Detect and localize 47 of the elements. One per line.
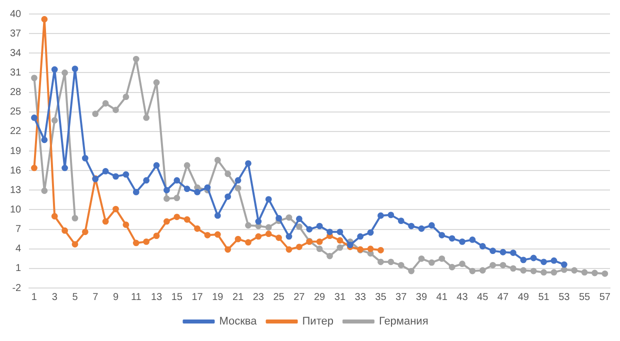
x-tick-label: 39 <box>416 292 428 303</box>
x-tick-label: 33 <box>354 292 366 303</box>
x-tick-label: 47 <box>497 292 509 303</box>
x-tick-label: 49 <box>518 292 530 303</box>
x-tick-label: 15 <box>171 292 183 303</box>
x-tick-label: 25 <box>273 292 285 303</box>
y-tick-label: 37 <box>10 28 22 40</box>
legend-label: Германия <box>378 316 428 328</box>
x-tick-label: 43 <box>456 292 468 303</box>
legend-label: Питер <box>302 316 334 328</box>
x-tick-label: 23 <box>252 292 264 303</box>
y-tick-label: 1 <box>16 263 22 274</box>
x-tick-label: 51 <box>538 292 550 303</box>
x-tick-label: 27 <box>294 292 306 303</box>
x-tick-label: 13 <box>150 292 163 303</box>
y-tick-label: 19 <box>10 146 22 157</box>
y-tick-label: 25 <box>10 106 22 118</box>
x-tick-label: 35 <box>375 292 387 303</box>
x-tick-label: 5 <box>72 292 78 303</box>
x-tick-label: 1 <box>31 292 38 303</box>
y-tick-label: 13 <box>10 184 22 196</box>
x-tick-label: 3 <box>52 292 58 303</box>
y-tick-label: 31 <box>10 67 22 78</box>
legend-label: Москва <box>219 316 258 328</box>
x-tick-label: 9 <box>112 292 119 303</box>
x-tick-label: 7 <box>92 292 99 303</box>
y-tick-label: 22 <box>10 126 22 138</box>
y-tick-label: 4 <box>16 244 22 255</box>
y-tick-label: 16 <box>10 165 22 176</box>
x-tick-label: 29 <box>314 292 326 303</box>
y-tick-label: 34 <box>10 48 22 59</box>
y-tick-label: -2 <box>12 282 22 294</box>
x-tick-label: 57 <box>599 292 611 303</box>
y-tick-label: 10 <box>10 204 22 216</box>
x-tick-label: 21 <box>232 292 244 303</box>
x-tick-label: 37 <box>396 292 408 303</box>
x-tick-label: 53 <box>558 292 570 303</box>
x-tick-label: 31 <box>334 292 346 303</box>
y-tick-label: 7 <box>16 224 22 236</box>
y-tick-label: 40 <box>10 8 22 20</box>
x-tick-label: 55 <box>578 292 591 303</box>
x-tick-label: 45 <box>477 292 489 303</box>
y-tick-label: 28 <box>10 87 22 98</box>
x-tick-label: 11 <box>130 292 142 303</box>
x-tick-label: 41 <box>436 292 448 303</box>
x-tick-label: 17 <box>192 292 204 303</box>
x-tick-label: 19 <box>212 292 224 303</box>
